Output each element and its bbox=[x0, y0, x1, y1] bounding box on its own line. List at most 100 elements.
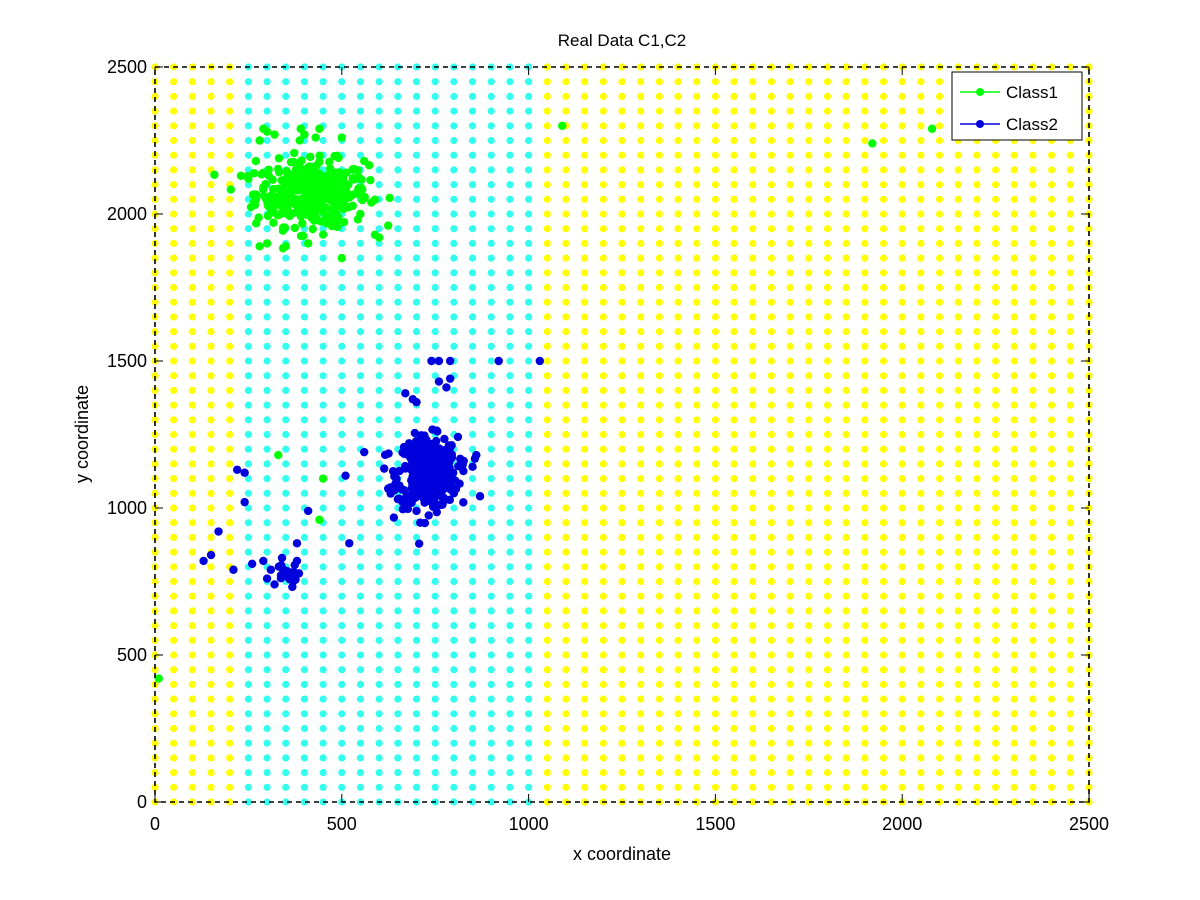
grid-point bbox=[1029, 210, 1037, 218]
grid-point bbox=[992, 181, 1000, 189]
data-point bbox=[316, 205, 325, 214]
grid-point bbox=[898, 651, 906, 659]
grid-point bbox=[693, 680, 701, 689]
grid-point bbox=[786, 195, 794, 203]
grid-point bbox=[581, 210, 589, 218]
grid-point bbox=[244, 445, 252, 453]
grid-point bbox=[823, 475, 832, 483]
grid-point bbox=[375, 298, 383, 306]
grid-point bbox=[655, 166, 663, 174]
grid-point bbox=[170, 328, 178, 336]
grid-point bbox=[767, 342, 776, 350]
grid-point bbox=[151, 372, 159, 380]
grid-point bbox=[282, 430, 290, 439]
grid-point bbox=[805, 769, 813, 777]
grid-point bbox=[823, 577, 832, 586]
data-point bbox=[438, 492, 447, 502]
grid-point bbox=[338, 445, 346, 453]
grid-point bbox=[805, 680, 813, 689]
grid-point bbox=[693, 298, 701, 306]
grid-point bbox=[917, 504, 925, 512]
grid-point bbox=[226, 136, 234, 145]
grid-point bbox=[842, 769, 850, 777]
grid-point bbox=[1048, 636, 1056, 644]
grid-point bbox=[450, 710, 458, 718]
grid-point bbox=[711, 78, 720, 86]
grid-point bbox=[879, 533, 888, 542]
grid-point bbox=[506, 724, 514, 733]
grid-point bbox=[637, 210, 645, 218]
grid-point bbox=[394, 136, 402, 145]
grid-point bbox=[525, 783, 533, 791]
grid-point bbox=[431, 754, 439, 762]
grid-point bbox=[805, 489, 813, 497]
grid-point bbox=[935, 754, 944, 762]
grid-point bbox=[823, 445, 832, 453]
grid-point bbox=[973, 269, 981, 277]
grid-point bbox=[823, 607, 832, 615]
grid-point bbox=[226, 313, 234, 321]
data-point bbox=[385, 193, 394, 203]
grid-point bbox=[468, 504, 477, 512]
grid-point bbox=[730, 460, 738, 468]
grid-point bbox=[1048, 372, 1056, 380]
grid-point bbox=[263, 313, 271, 321]
grid-point bbox=[823, 166, 832, 174]
grid-point bbox=[394, 92, 402, 100]
grid-point bbox=[244, 533, 252, 542]
grid-point bbox=[711, 533, 720, 542]
grid-point bbox=[749, 636, 757, 644]
grid-point bbox=[375, 78, 383, 86]
grid-point bbox=[1066, 489, 1074, 497]
grid-point bbox=[562, 313, 570, 321]
grid-point bbox=[282, 342, 290, 350]
grid-point bbox=[487, 475, 495, 483]
grid-point bbox=[655, 386, 663, 394]
grid-point bbox=[786, 710, 794, 718]
grid-point bbox=[861, 136, 869, 145]
grid-point bbox=[282, 283, 290, 292]
grid-point bbox=[319, 680, 327, 689]
grid-point bbox=[170, 636, 178, 644]
grid-point bbox=[786, 122, 794, 130]
grid-point bbox=[1066, 372, 1074, 380]
grid-point bbox=[823, 283, 832, 292]
y-tick-label: 2000 bbox=[107, 204, 147, 224]
grid-point bbox=[1010, 798, 1018, 806]
grid-point bbox=[861, 283, 869, 292]
grid-point bbox=[786, 386, 794, 394]
grid-point bbox=[711, 445, 720, 453]
grid-point bbox=[861, 445, 869, 453]
grid-point bbox=[226, 254, 234, 262]
grid-point bbox=[1010, 269, 1018, 277]
grid-point bbox=[711, 210, 720, 218]
grid-point bbox=[749, 225, 757, 233]
grid-point bbox=[300, 401, 309, 409]
grid-point bbox=[786, 680, 794, 689]
grid-point bbox=[581, 724, 589, 733]
grid-point bbox=[300, 63, 309, 71]
grid-point bbox=[170, 151, 178, 159]
grid-point bbox=[935, 254, 944, 262]
grid-point bbox=[1029, 328, 1037, 336]
grid-point bbox=[805, 283, 813, 292]
grid-point bbox=[170, 475, 178, 483]
grid-point bbox=[412, 666, 421, 674]
grid-point bbox=[300, 710, 309, 718]
grid-point bbox=[618, 636, 626, 644]
grid-point bbox=[1029, 416, 1037, 424]
grid-point bbox=[581, 783, 589, 791]
grid-point bbox=[805, 636, 813, 644]
data-point bbox=[427, 356, 436, 366]
data-point bbox=[206, 550, 216, 560]
grid-point bbox=[917, 107, 925, 115]
grid-point bbox=[282, 636, 290, 644]
grid-point bbox=[861, 680, 869, 689]
grid-point bbox=[935, 489, 944, 497]
data-point bbox=[259, 183, 268, 192]
grid-point bbox=[543, 181, 551, 189]
data-point bbox=[248, 190, 258, 199]
grid-point bbox=[842, 78, 850, 86]
grid-point bbox=[431, 783, 439, 791]
data-point bbox=[280, 223, 290, 232]
